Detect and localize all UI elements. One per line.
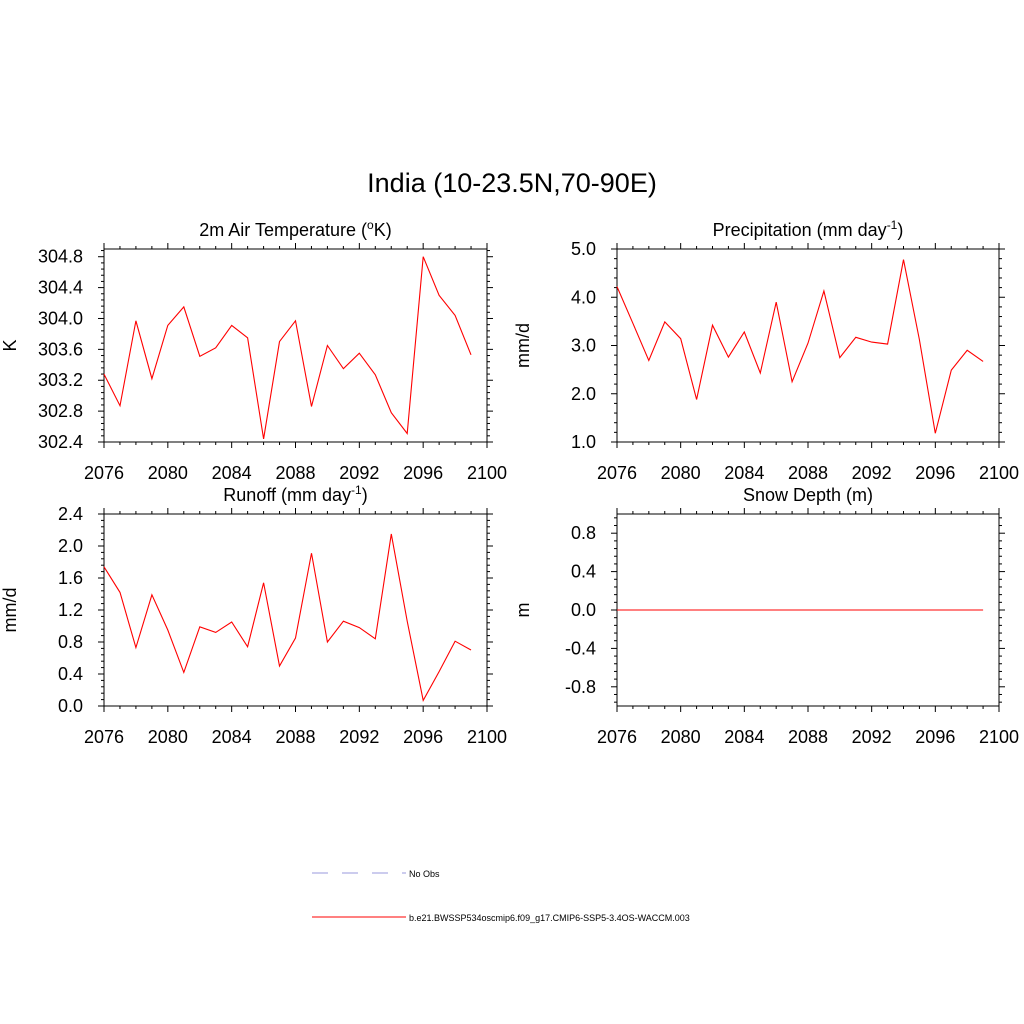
panel-title: Runoff (mm day-1) [223,483,367,505]
x-tick-label: 2080 [661,463,701,483]
y-tick-label: -0.8 [565,677,596,697]
plot-frame [103,513,488,707]
x-tick-label: 2076 [84,727,124,747]
x-tick-label: 2076 [84,463,124,483]
panel-runoff: Runoff (mm day-1) mm/d 2076 2080 2084 2088 209… [0,483,507,747]
panel-snow-depth: Snow Depth (m) m 2076 2080 2084 2088 2092 2096 2… [513,485,1019,747]
y-tick-label: 2.0 [571,384,596,404]
x-tick-label: 2076 [597,727,637,747]
panel-precipitation: Precipitation (mm day-1) mm/d 2076 2080 2084… [513,218,1019,483]
y-tick-label: 304.4 [38,278,83,298]
y-tick-label: 0.4 [58,664,83,684]
x-tick-label: 2100 [979,463,1019,483]
x-tick-label: 2088 [788,463,828,483]
x-tick-label: 2080 [148,463,188,483]
panel-air-temperature: 2m Air Temperature (oK) K 2076 2080 2084 2088… [0,218,507,483]
x-tick-label: 2096 [915,463,955,483]
y-tick-label: 1.6 [58,568,83,588]
y-tick-label: 5.0 [571,239,596,259]
y-axis-label: mm/d [0,588,20,633]
x-tick-label: 2100 [467,727,507,747]
y-axis-label: m [513,603,533,618]
y-tick-label: 0.8 [571,523,596,543]
x-tick-label: 2096 [915,727,955,747]
y-tick-label: 303.2 [38,370,83,390]
x-tick-label: 2084 [212,727,252,747]
x-tick-label: 2080 [148,727,188,747]
y-tick-label: 0.8 [58,632,83,652]
y-tick-label: -0.4 [565,638,596,658]
x-tick-label: 2088 [275,727,315,747]
x-tick-label: 2088 [275,463,315,483]
x-tick-label: 2088 [788,727,828,747]
x-tick-label: 2084 [724,463,764,483]
x-tick-label: 2092 [339,463,379,483]
y-tick-label: 304.8 [38,247,83,267]
y-tick-label: 0.4 [571,562,596,582]
panel-title: Snow Depth (m) [743,485,873,505]
y-tick-label: 4.0 [571,287,596,307]
x-tick-label: 2092 [339,727,379,747]
x-tick-label: 2100 [979,727,1019,747]
x-tick-label: 2076 [597,463,637,483]
legend-label: b.e21.BWSSP534oscmip6.f09_g17.CMIP6-SSP5… [409,913,690,923]
y-tick-label: 0.0 [58,696,83,716]
series-line [103,533,472,702]
y-axis-label: mm/d [513,323,533,368]
x-tick-label: 2084 [212,463,252,483]
x-tick-label: 2080 [661,727,701,747]
y-tick-label: 304.0 [38,308,83,328]
x-tick-label: 2096 [403,727,443,747]
series-line [103,256,472,439]
y-tick-label: 303.6 [38,339,83,359]
y-tick-label: 302.8 [38,401,83,421]
x-tick-label: 2096 [403,463,443,483]
panel-title: 2m Air Temperature (oK) [199,218,391,240]
y-tick-label: 2.4 [58,504,83,524]
y-tick-label: 0.0 [571,600,596,620]
y-tick-label: 302.4 [38,432,83,452]
y-tick-label: 2.0 [58,536,83,556]
x-tick-label: 2092 [852,727,892,747]
x-tick-label: 2084 [724,727,764,747]
x-tick-label: 2092 [852,463,892,483]
y-tick-label: 3.0 [571,336,596,356]
y-axis-label: K [0,339,20,351]
series-line [616,259,984,434]
x-tick-label: 2100 [467,463,507,483]
y-tick-label: 1.2 [58,600,83,620]
legend: No Obs b.e21.BWSSP534oscmip6.f09_g17.CMIP… [312,869,690,923]
y-tick-label: 1.0 [571,432,596,452]
figure-title: India (10-23.5N,70-90E) [367,168,657,198]
plot-frame [616,248,1000,443]
legend-label: No Obs [409,869,440,879]
panel-title: Precipitation (mm day-1) [713,218,904,240]
